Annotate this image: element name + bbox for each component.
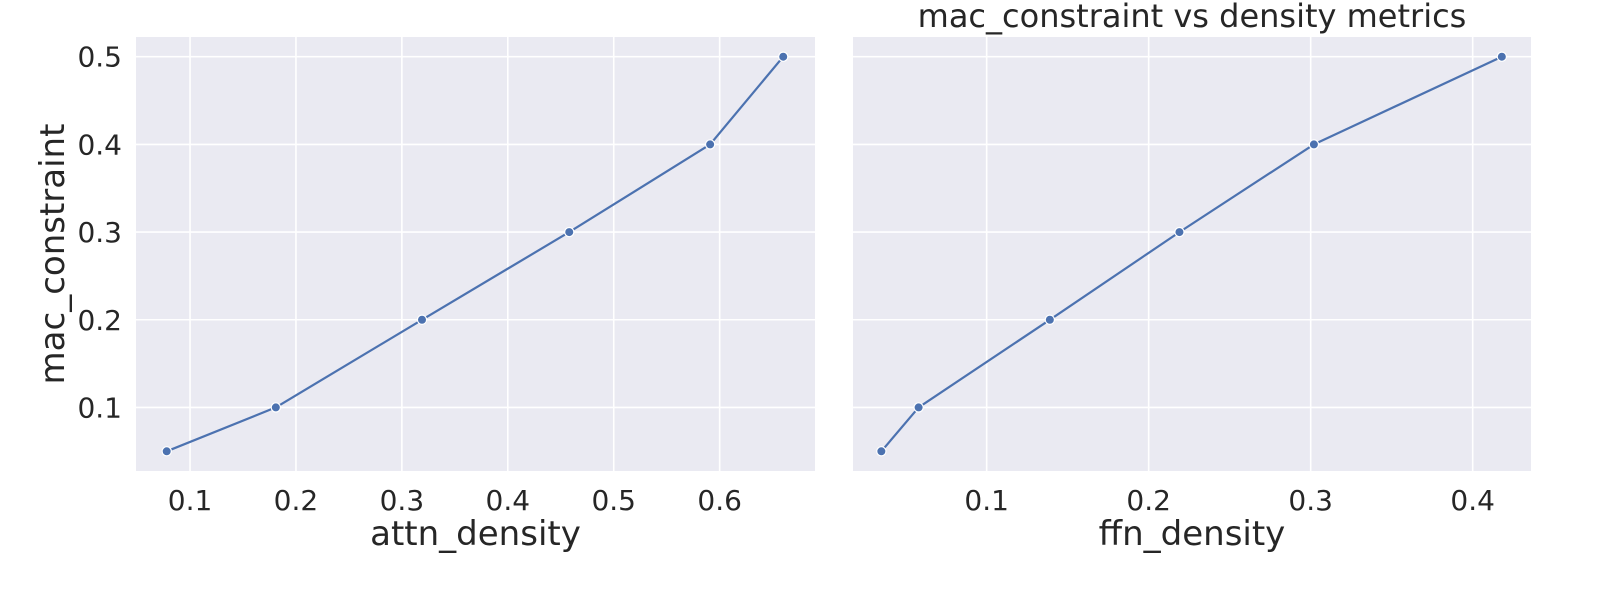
left-x-tick-label: 0.1 — [168, 484, 213, 517]
left-data-point — [704, 139, 716, 150]
right-series — [876, 51, 1508, 457]
left-panel: 0.1 0.2 0.3 0.4 0.5 0.6 0.1 0.2 0.3 0.4 0.5 attn_… — [33, 37, 815, 554]
left-y-tick-label: 0.1 — [77, 391, 122, 424]
left-data-point — [778, 51, 789, 62]
left-series-line — [166, 55, 785, 453]
right-x-tick-label: 0.1 — [964, 484, 1009, 517]
right-axes-background — [853, 37, 1531, 471]
left-y-axis-label: mac_constraint — [33, 124, 73, 385]
left-x-tick-label: 0.3 — [380, 484, 425, 517]
right-panel: 0.1 0.2 0.3 0.4 ffn_density mac_constraint … — [853, 0, 1531, 554]
right-x-tick-label: 0.2 — [1126, 484, 1171, 517]
right-data-point — [1174, 226, 1185, 238]
left-axes-background — [136, 37, 815, 471]
left-y-tick-labels: 0.1 0.2 0.3 0.4 0.5 — [77, 41, 122, 425]
left-data-point — [564, 226, 575, 238]
left-gridlines — [136, 37, 815, 471]
left-y-tick-label: 0.5 — [77, 41, 122, 74]
right-x-tick-label: 0.3 — [1288, 484, 1333, 517]
right-x-axis-label: ffn_density — [1099, 514, 1286, 554]
right-series-line — [880, 55, 1503, 453]
right-gridlines — [853, 37, 1531, 471]
left-y-tick-label: 0.4 — [77, 128, 122, 161]
left-x-tick-label: 0.5 — [591, 484, 636, 517]
right-data-point — [1308, 139, 1320, 150]
left-data-point — [270, 402, 282, 413]
left-y-tick-label: 0.2 — [77, 304, 122, 337]
right-data-point — [1044, 314, 1056, 325]
right-data-point — [876, 446, 887, 457]
left-x-tick-labels: 0.1 0.2 0.3 0.4 0.5 0.6 — [168, 484, 742, 517]
left-x-tick-label: 0.4 — [486, 484, 531, 517]
right-x-tick-labels: 0.1 0.2 0.3 0.4 — [964, 484, 1495, 517]
right-data-point — [913, 402, 924, 413]
left-y-tick-label: 0.3 — [77, 216, 122, 249]
right-x-tick-label: 0.4 — [1450, 484, 1495, 517]
left-series — [161, 51, 789, 457]
left-data-point — [161, 446, 172, 457]
right-data-point — [1496, 51, 1508, 62]
chart-title: mac_constraint vs density metrics — [918, 0, 1467, 35]
left-x-tick-label: 0.2 — [274, 484, 319, 517]
left-data-point — [416, 314, 428, 325]
left-x-tick-label: 0.6 — [697, 484, 742, 517]
left-x-axis-label: attn_density — [370, 514, 581, 554]
